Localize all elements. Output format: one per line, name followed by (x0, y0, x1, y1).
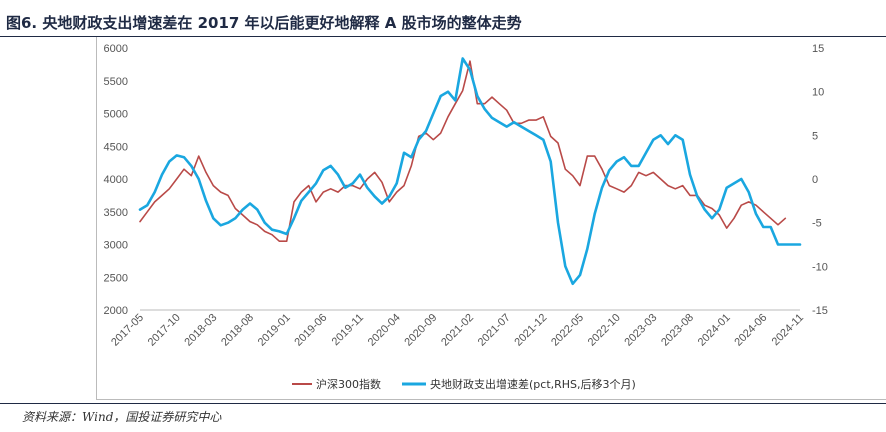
y-left-tick-label: 5500 (104, 76, 128, 88)
y-left-tick-label: 3500 (104, 207, 128, 219)
x-tick-label: 2017-05 (109, 312, 146, 349)
title-divider (0, 36, 886, 37)
y-right-tick-label: -15 (812, 305, 828, 317)
x-tick-label: 2021-12 (512, 312, 549, 349)
series-line-hs300 (139, 60, 787, 242)
legend-label-fiscal-diff: 央地财政支出增速差(pct,RHS,后移3个月) (430, 377, 636, 391)
y-left-tick-label: 2500 (104, 272, 128, 284)
y-left-tick-label: 3000 (104, 240, 128, 252)
y-right-tick-label: 5 (812, 130, 818, 142)
x-tick-label: 2020-09 (402, 312, 439, 349)
y-right-tick-label: -10 (812, 261, 828, 273)
chart-title: 图6. 央地财政支出增速差在 2017 年以后能更好地解释 A 股市场的整体走势 (6, 14, 522, 32)
legend-label-hs300: 沪深300指数 (316, 377, 381, 391)
x-tick-label: 2019-06 (292, 312, 329, 349)
plot-frame (96, 37, 886, 400)
x-tick-label: 2021-02 (439, 312, 476, 349)
y-left-tick-label: 5000 (104, 109, 128, 121)
y-right-tick-label: 15 (812, 43, 824, 55)
series-line-fiscal-diff (138, 57, 802, 286)
x-tick-label: 2020-04 (366, 312, 403, 349)
x-tick-label: 2023-03 (622, 312, 659, 349)
x-tick-label: 2023-08 (659, 312, 696, 349)
x-tick-label: 2021-07 (476, 312, 513, 349)
x-tick-label: 2024-06 (732, 312, 769, 349)
y-left-tick-label: 6000 (104, 43, 128, 55)
y-left-tick-label: 4000 (104, 174, 128, 186)
x-tick-label: 2018-08 (219, 312, 256, 349)
x-tick-label: 2019-11 (330, 312, 366, 348)
x-tick-label: 2022-10 (586, 312, 623, 349)
x-tick-label: 2024-01 (696, 312, 733, 349)
x-tick-label: 2022-05 (549, 312, 586, 349)
y-right-tick-label: 0 (812, 174, 818, 186)
y-left-tick-label: 2000 (104, 305, 128, 317)
x-tick-label: 2018-03 (182, 312, 219, 349)
source-divider (0, 403, 886, 404)
x-tick-label: 2017-10 (146, 312, 183, 349)
x-tick-label: 2024-11 (770, 312, 806, 348)
y-right-tick-label: 10 (812, 87, 824, 99)
y-left-tick-label: 4500 (104, 141, 128, 153)
source-note: 资料来源：Wind，国投证券研究中心 (22, 410, 222, 424)
y-right-tick-label: -5 (812, 218, 822, 230)
x-tick-label: 2019-01 (256, 312, 293, 349)
